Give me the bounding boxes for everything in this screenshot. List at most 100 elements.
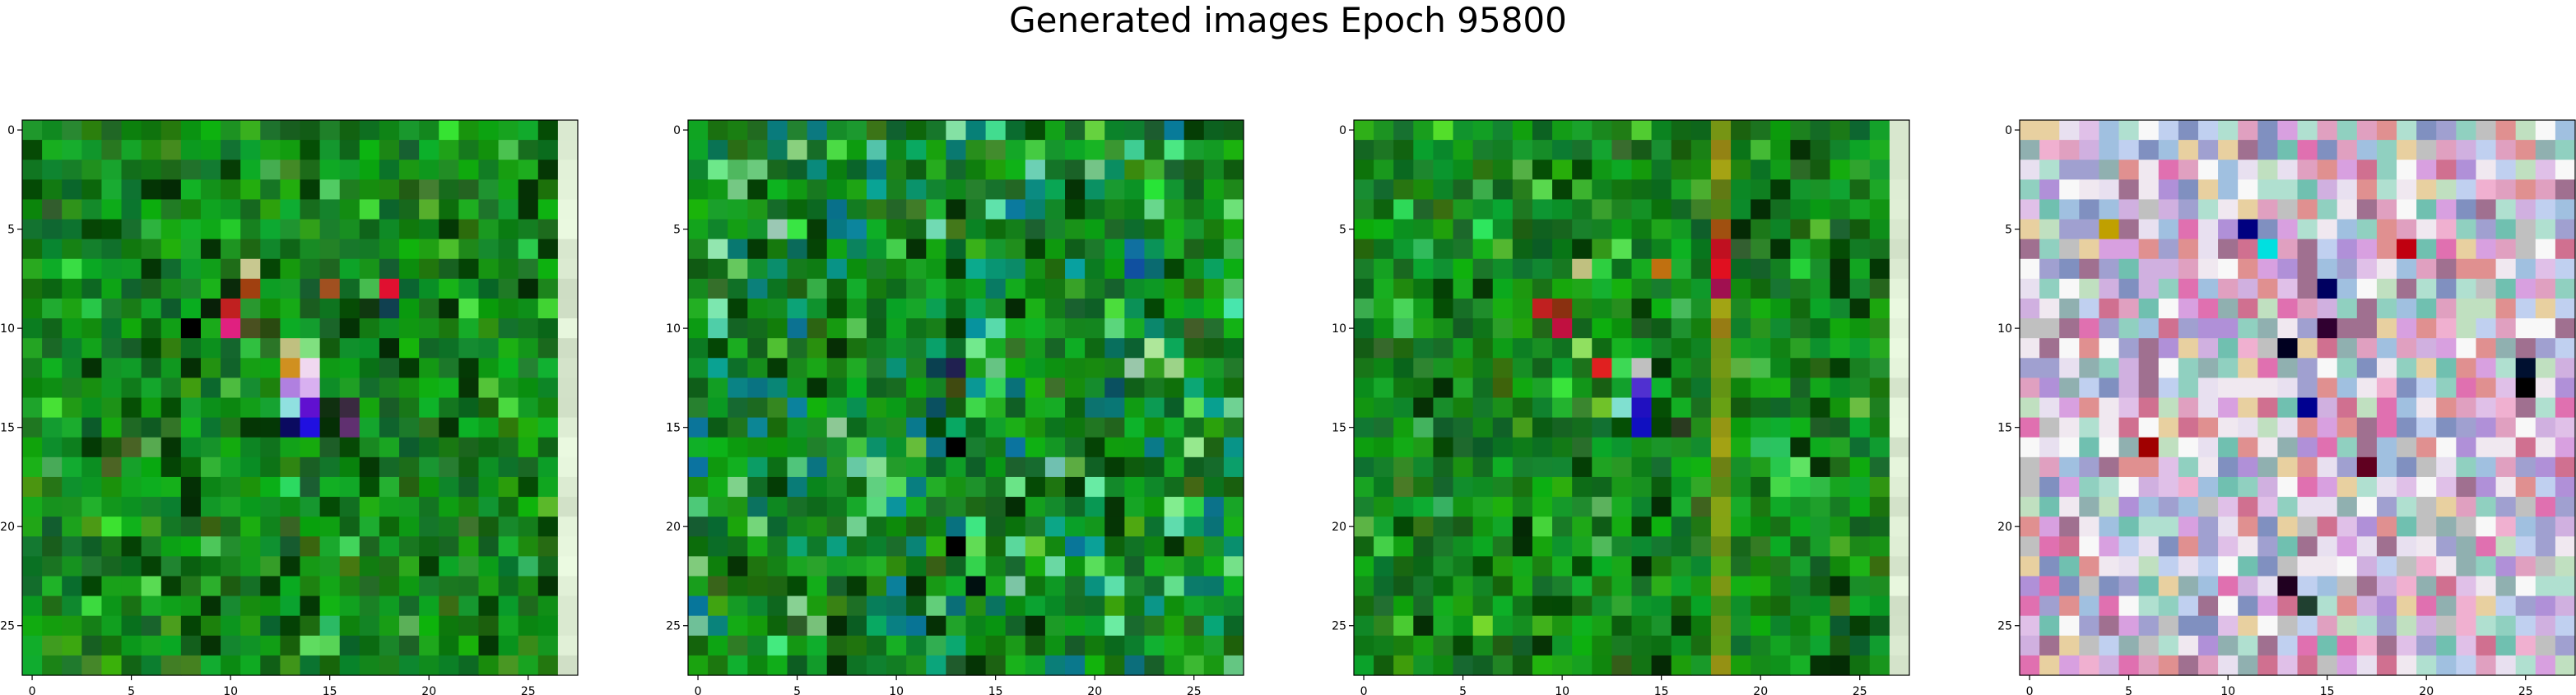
pixel-cell <box>141 556 162 577</box>
pixel-cell <box>1472 655 1494 676</box>
pixel-cell <box>359 179 380 201</box>
pixel-cell <box>2476 160 2497 180</box>
pixel-cell <box>1354 258 1374 280</box>
pixel-cell <box>180 258 202 280</box>
pixel-cell <box>2535 199 2556 220</box>
pixel-cell <box>1671 576 1692 597</box>
pixel-cell <box>2376 179 2397 201</box>
pixel-cell <box>1453 120 1474 141</box>
pixel-cell <box>2356 536 2378 557</box>
pixel-cell <box>826 120 848 141</box>
y-tick-label: 25 <box>1997 620 2012 633</box>
pixel-cell <box>1124 239 1146 260</box>
pixel-cell <box>2476 536 2497 557</box>
pixel-cell <box>1810 536 1831 557</box>
pixel-cell <box>1393 120 1414 141</box>
pixel-cell <box>1671 239 1692 260</box>
pixel-cell <box>1124 397 1146 419</box>
pixel-cell <box>1203 497 1225 517</box>
pixel-cell <box>359 318 380 339</box>
pixel-cell <box>1651 655 1672 676</box>
pixel-cell <box>2118 278 2140 299</box>
pixel-cell <box>2099 239 2120 260</box>
pixel-cell <box>478 239 500 260</box>
pixel-cell <box>2456 358 2477 378</box>
pixel-cell <box>2416 298 2437 319</box>
pixel-cell <box>2158 595 2179 617</box>
pixel-cell <box>2495 397 2517 419</box>
pixel-cell <box>439 397 459 419</box>
pixel-cell <box>2257 595 2278 617</box>
pixel-cell <box>1492 199 1514 220</box>
pixel-cell <box>1065 397 1086 419</box>
pixel-cell <box>379 576 400 597</box>
pixel-cell <box>62 239 82 260</box>
pixel-cell <box>1472 160 1494 180</box>
pixel-cell <box>2436 595 2457 617</box>
pixel-cell <box>985 476 1007 498</box>
pixel-cell <box>81 318 103 339</box>
pixel-cell <box>1144 615 1165 637</box>
pixel-cell <box>1810 476 1831 498</box>
pixel-cell <box>1453 258 1474 280</box>
pixel-cell <box>319 655 341 676</box>
pixel-cell <box>1085 497 1105 517</box>
pixel-cell <box>2476 179 2497 201</box>
pixel-cell <box>1770 258 1791 280</box>
pixel-cell <box>478 140 500 160</box>
pixel-cell <box>926 476 946 498</box>
pixel-cell <box>1183 179 1205 201</box>
pixel-cell <box>747 417 769 438</box>
pixel-cell <box>1203 536 1225 557</box>
pixel-cell <box>200 595 221 617</box>
pixel-cell <box>1164 437 1185 458</box>
pixel-cell <box>946 556 967 577</box>
pixel-cell <box>2535 437 2556 458</box>
pixel-cell <box>886 476 907 498</box>
pixel-cell <box>1203 219 1225 240</box>
pixel-cell <box>2416 595 2437 617</box>
pixel-cell <box>62 476 82 498</box>
pixel-cell <box>2197 298 2219 319</box>
pixel-cell <box>708 338 728 359</box>
pixel-cell <box>2337 120 2358 141</box>
pixel-cell <box>458 160 480 180</box>
pixel-cell <box>42 160 63 180</box>
pixel-cell <box>62 417 82 438</box>
pixel-cell <box>1025 397 1046 419</box>
pixel-cell <box>2059 378 2080 399</box>
pixel-cell <box>2079 456 2100 478</box>
pixel-cell <box>2020 378 2040 399</box>
axes-frame <box>1353 119 1910 676</box>
pixel-cell <box>1104 456 1125 478</box>
pixel-cell <box>2515 219 2536 240</box>
pixel-cell <box>2555 278 2576 299</box>
x-tick-label: 20 <box>421 685 436 695</box>
pixel-cell <box>1492 635 1514 656</box>
pixel-cell <box>339 536 360 557</box>
pixel-cell <box>866 417 887 438</box>
pixel-cell <box>1810 437 1831 458</box>
pixel-cell <box>1889 179 1910 201</box>
pixel-cell <box>787 556 808 577</box>
pixel-cell <box>1869 219 1890 240</box>
pixel-cell <box>2456 160 2477 180</box>
pixel-cell <box>866 556 887 577</box>
pixel-cell <box>1830 378 1851 399</box>
pixel-cell <box>221 417 241 438</box>
pixel-cell <box>2297 655 2318 676</box>
pixel-cell <box>300 497 321 517</box>
pixel-cell <box>300 655 321 676</box>
pixel-cell <box>2118 239 2140 260</box>
pixel-cell <box>1453 615 1474 637</box>
pixel-cell <box>160 635 182 656</box>
pixel-cell <box>81 199 103 220</box>
pixel-cell <box>1512 417 1533 438</box>
pixel-cell <box>1164 417 1185 438</box>
pixel-cell <box>985 179 1007 201</box>
pixel-cell <box>2397 655 2417 676</box>
pixel-cell <box>180 517 202 537</box>
pixel-cell <box>2197 595 2219 617</box>
pixel-cell <box>1104 179 1125 201</box>
pixel-cell <box>2178 417 2199 438</box>
